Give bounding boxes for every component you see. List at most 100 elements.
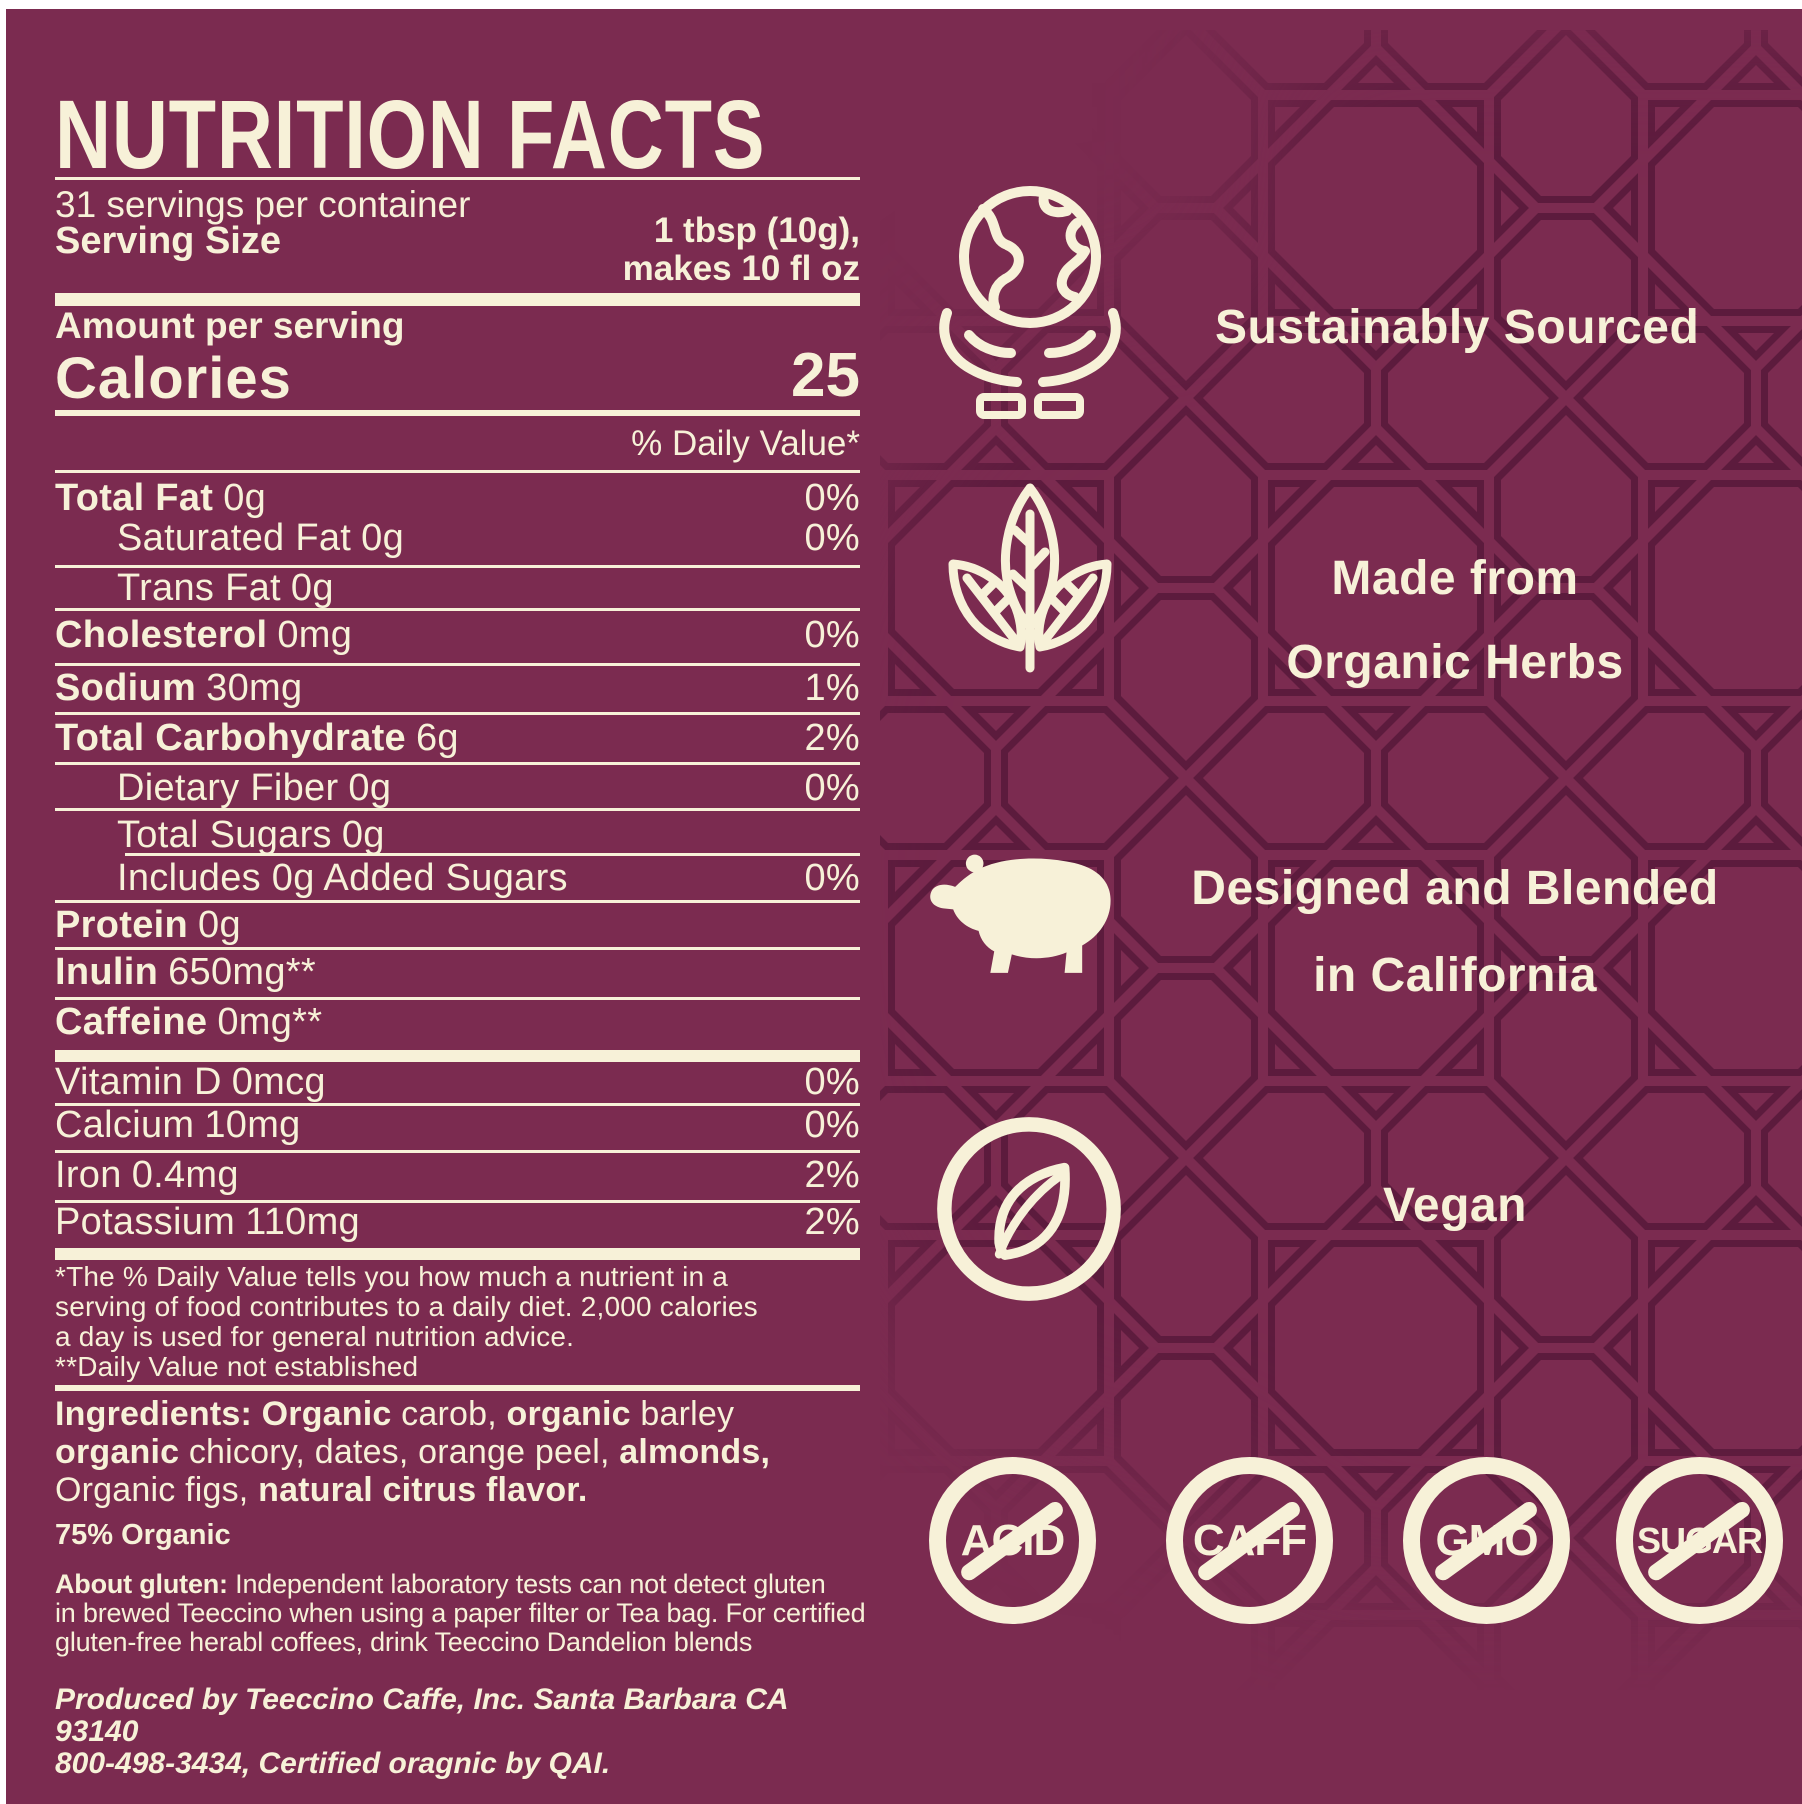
nutrient-row: Saturated Fat 0g 0% [55,517,860,559]
divider-rule [55,1150,860,1153]
divider-rule [55,762,860,765]
nutrient-row: Iron 0.4mg 2% [55,1154,860,1196]
claim-designed-california: Designed and Blended in California [1130,845,1780,1019]
divider-rule [55,470,860,473]
nutrient-row: Total Fat 0g 0% [55,477,860,519]
text-line: Organic Herbs [1286,636,1624,689]
serving-size-value: 1 tbsp (10g), makes 10 fl oz [623,212,860,288]
calories-value: 25 [791,341,860,410]
amount-per-serving-label: Amount per serving [55,305,405,346]
divider-rule [55,293,860,306]
nutrient-value: 6g [415,717,459,759]
text-line: in California [1313,949,1597,1002]
bold-segment: organic [55,1433,180,1471]
text-line: Made from [1331,552,1579,605]
nutrient-label: Saturated Fat [117,517,352,559]
divider-rule [125,853,860,856]
bold-segment: About gluten: [55,1569,236,1599]
bold-segment: natural citrus flavor. [258,1471,588,1509]
nutrient-row: Includes 0g Added Sugars 0% [55,857,860,899]
about-gluten-line: About gluten: Independent laboratory tes… [55,1570,865,1599]
nutrient-row: Potassium 110mg 2% [55,1201,860,1243]
nutrient-value: 110mg [245,1201,360,1243]
text-line: serving of food contributes to a daily d… [55,1291,758,1322]
divider-rule [55,1050,860,1062]
divider-rule [55,900,860,903]
claim-organic-herbs: Made from Organic Herbs [1155,537,1755,705]
nutrient-daily-value-pct: 2% [804,1201,860,1243]
nutrient-label: Calcium [55,1104,195,1146]
text-line: makes 10 fl oz [622,249,860,288]
nutrient-value: 0g [348,767,392,809]
nutrient-daily-value-pct: 0% [804,614,860,656]
serving-size-label: Serving Size [55,220,281,262]
nutrient-value: 30mg [206,667,303,709]
nutrient-value: 10mg [204,1104,301,1146]
text-line: Vegan [1383,1179,1527,1232]
divider-rule [55,1103,860,1106]
bold-segment: organic [506,1395,631,1433]
no-sugar-badge: SUGAR [1616,1457,1783,1624]
nutrient-label: Vitamin D [55,1061,222,1103]
text-line: **Daily Value not established [55,1351,419,1382]
text-line: a day is used for general nutrition advi… [55,1321,575,1352]
nutrient-label: Cholesterol [55,614,268,656]
nutrient-value: 0g [361,517,405,559]
nutrient-label: Protein [55,904,189,946]
nutrient-label: Caffeine [55,1001,208,1043]
text-line: Sustainably Sourced [1215,301,1700,354]
nutrient-value: 0g [223,477,267,519]
nutrition-facts-panel: NUTRITION FACTS 31 servings per containe… [55,0,866,1804]
about-gluten-line: in brewed Teeccino when using a paper fi… [55,1598,866,1628]
text-segment: Independent laboratory tests can not det… [235,1569,826,1599]
nutrient-daily-value-pct: 0% [804,767,860,809]
nutrient-value: 0g [341,814,385,856]
no-caffeine-badge: CAFF [1166,1457,1333,1624]
nutrient-label: Includes 0g Added Sugars [117,857,568,899]
ingredients-line: Organic figs, natural citrus flavor. [55,1471,770,1509]
nutrient-row: Trans Fat 0g [55,567,860,609]
claim-vegan: Vegan [1155,1178,1755,1233]
nutrient-row: Protein 0g [55,904,860,946]
nutrient-label: Total Sugars [117,814,332,856]
text-segment: Organic figs, [55,1471,259,1509]
divider-rule [55,1385,860,1391]
text-segment: barley [630,1395,735,1433]
organic-percentage: 75% Organic [55,1519,231,1551]
divider-rule [55,177,860,180]
california-bear-icon [918,822,1133,987]
ingredients-line: organic chicory, dates, orange peel, alm… [55,1433,770,1471]
nutrient-row: Inulin 650mg** [55,951,860,993]
nutrient-daily-value-pct: 0% [804,477,860,519]
herb-leaves-icon [925,472,1135,712]
nutrition-facts-title: NUTRITION FACTS [55,80,766,189]
ingredients-line: Ingredients: Organic carob, organic barl… [55,1395,770,1433]
bold-segment: almonds, [619,1433,771,1471]
servings-per-container: 31 servings per container [55,184,471,225]
nutrient-label: Total Carbohydrate [55,717,406,759]
nutrient-daily-value-pct: 2% [804,1154,860,1196]
divider-rule [55,565,860,568]
divider-rule [55,808,860,811]
text-segment: carob, [391,1395,507,1433]
text-line: Designed and Blended [1191,862,1719,915]
nutrient-row: Total Sugars 0g [55,814,860,856]
nutrient-daily-value-pct: 0% [804,1104,860,1146]
nutrient-label: Sodium [55,667,197,709]
divider-rule [55,1200,860,1203]
bold-segment: Ingredients: Organic [55,1395,392,1433]
nutrient-row: Dietary Fiber 0g 0% [55,767,860,809]
text-line: 800-498-3434, Certified oragnic by QAI. [55,1747,611,1780]
divider-rule [55,712,860,715]
nutrient-label: Total Fat [55,477,214,519]
divider-rule [55,1248,860,1260]
no-acid-badge: ACID [929,1457,1096,1624]
nutrient-daily-value-pct: 0% [804,857,860,899]
nutrient-value: 0mg** [217,1001,323,1043]
about-gluten-text: About gluten: Independent laboratory tes… [55,1570,866,1657]
vegan-leaf-icon [928,1108,1130,1310]
nutrient-value: 0g [198,904,241,946]
calories-label: Calories [55,346,292,411]
white-top-border [0,0,1802,9]
